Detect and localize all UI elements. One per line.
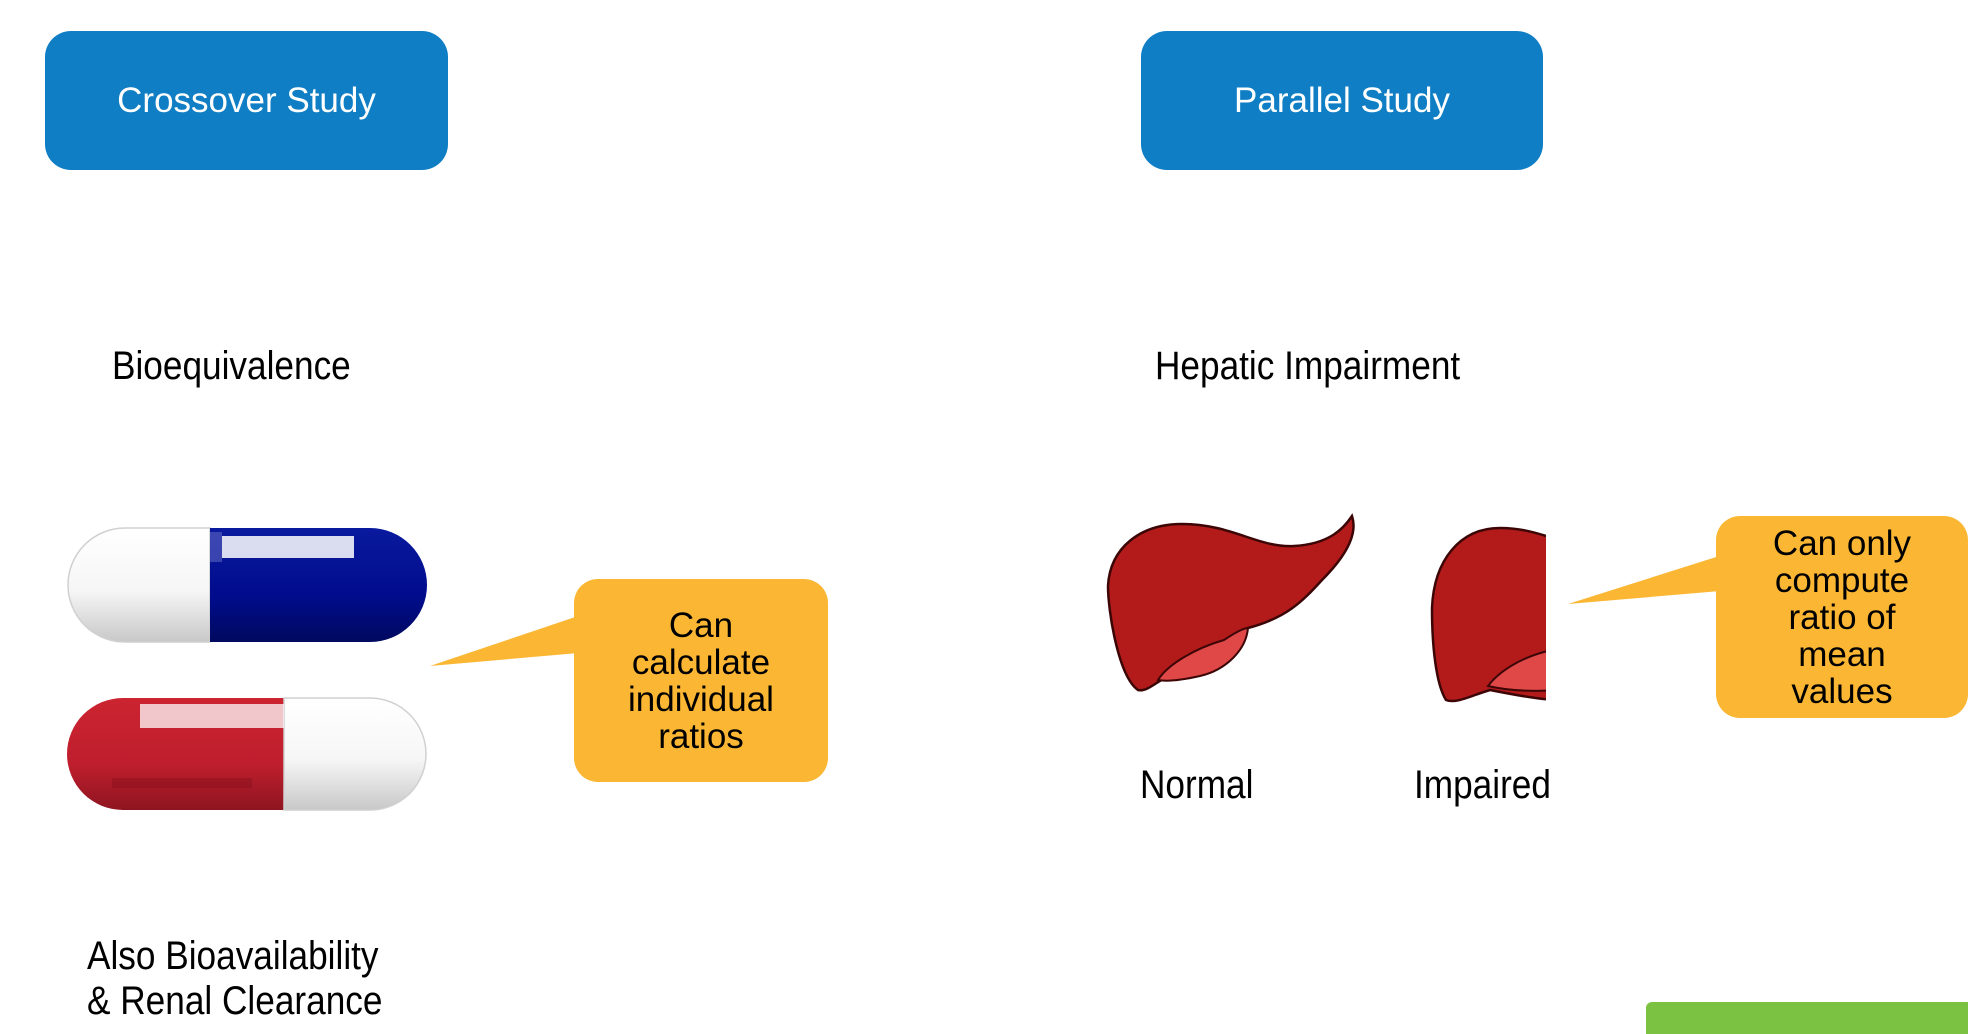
also-bioavailability-note: Also Bioavailability & Renal Clearance [87,934,382,1024]
callout-individual-ratios: Can calculate individual ratios [574,579,828,782]
callout-right-line-5: values [1791,671,1893,711]
crossover-study-title: Crossover Study [117,80,376,120]
callout-right-line-4: mean [1798,634,1886,674]
note-line-1: Also Bioavailability [87,934,379,978]
bioequivalence-label: Bioequivalence [112,344,351,388]
note-line-2: & Renal Clearance [87,978,383,1023]
corner-green-button[interactable] [1646,1002,1968,1034]
callout-right-line-1: Can only [1772,523,1912,563]
parallel-study-title: Parallel Study [1234,80,1450,120]
callout-left-line-2: calculate [631,642,771,682]
callout-tail-right [1568,552,1732,604]
hepatic-impairment-label: Hepatic Impairment [1155,344,1461,388]
capsule-blue-white-icon [67,527,427,643]
parallel-study-header: Parallel Study [1141,31,1543,170]
callout-left-line-4: ratios [658,716,744,756]
callout-tail-left [430,612,590,666]
callout-left-line-1: Can [668,605,734,645]
impaired-group-label: Impaired [1414,763,1551,807]
normal-group-label: Normal [1140,763,1254,807]
liver-impaired-icon [1430,526,1546,703]
crossover-study-header: Crossover Study [45,31,448,170]
callout-mean-values: Can only compute ratio of mean values [1716,516,1968,718]
callout-right-line-2: compute [1774,560,1910,600]
callout-left-line-3: individual [628,679,774,719]
callout-right-line-3: ratio of [1788,597,1896,637]
capsule-red-white-icon [67,697,427,811]
liver-normal-icon [1106,513,1355,692]
